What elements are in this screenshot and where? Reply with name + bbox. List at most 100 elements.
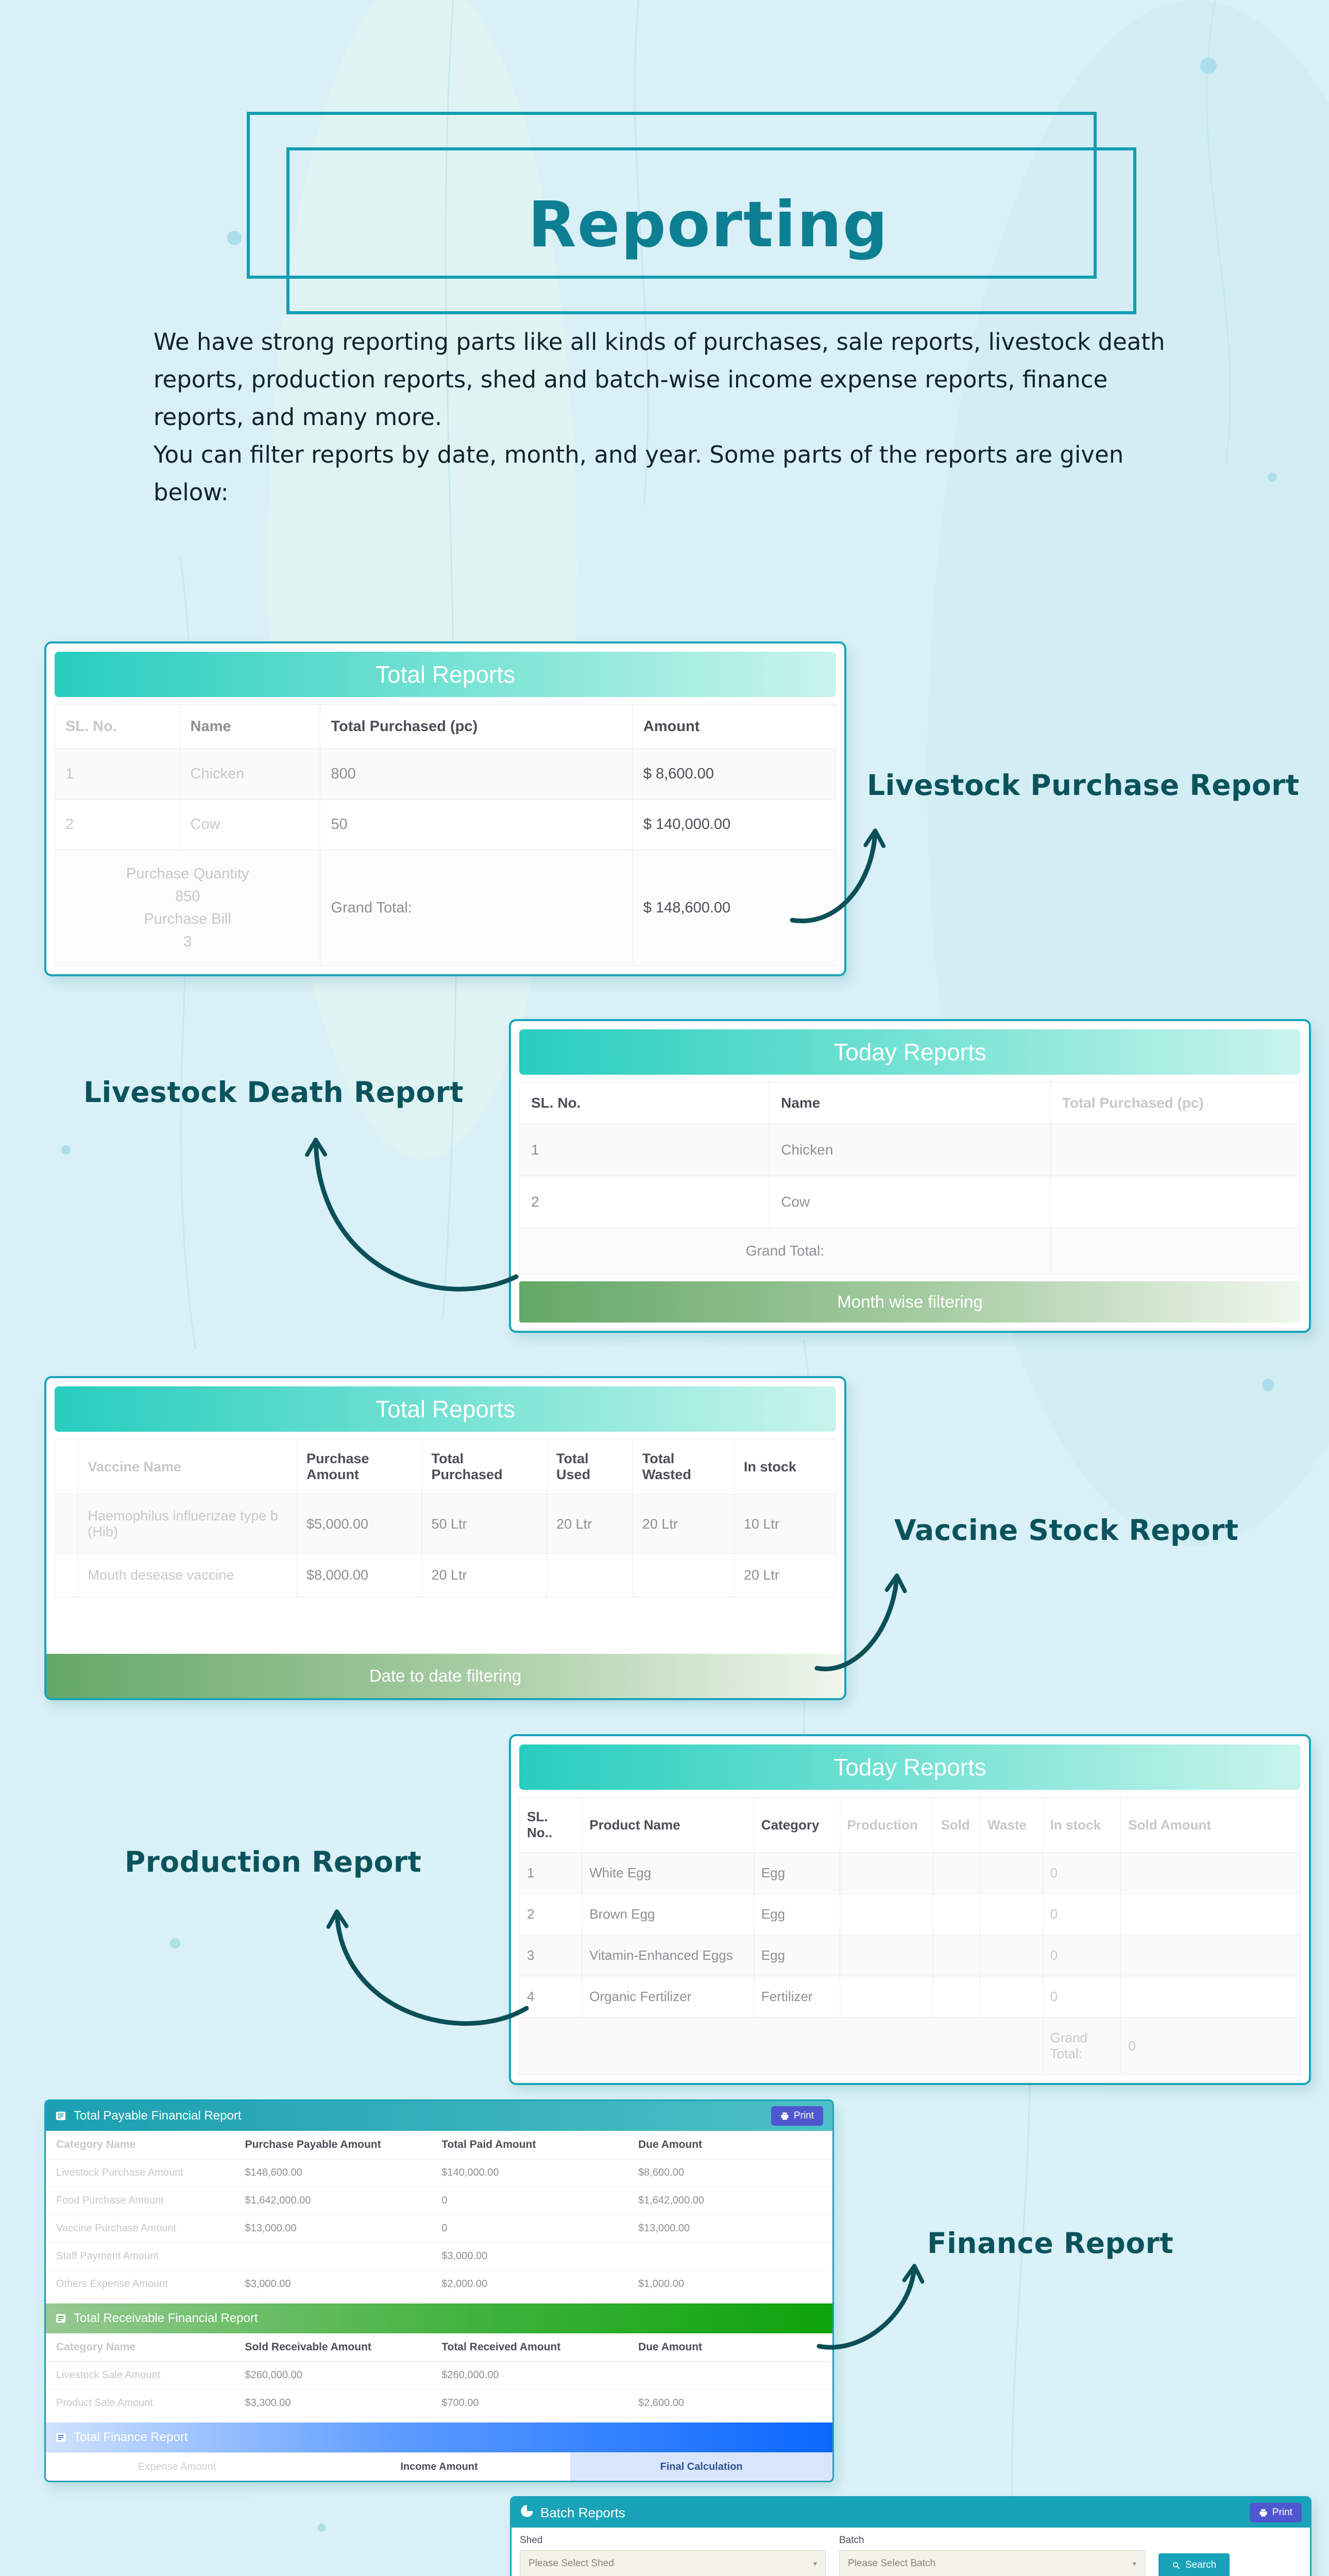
table-cell — [1120, 1852, 1301, 1894]
table-cell: 50 Ltr — [421, 1494, 548, 1554]
batch-filter-label: Batch — [839, 2535, 864, 2546]
table-cell: White Egg — [582, 1852, 754, 1894]
data-table: Vaccine Name Purchase Amount Total Purchas… — [54, 1439, 837, 1597]
report-icon — [55, 2313, 66, 2324]
print-button[interactable]: Print — [1249, 2503, 1302, 2522]
vaccine-stock-report-panel: Total Reports Vaccine Name Purchase Amoun… — [44, 1376, 846, 1700]
table-cell: $1,000.00 — [627, 2270, 832, 2298]
table-cell: Livestock Sale Amount — [46, 2361, 235, 2389]
table-cell — [980, 1893, 1043, 1935]
column-header: Sold Amount — [1120, 1797, 1301, 1853]
column-header: In stock — [1042, 1797, 1121, 1853]
table-cell — [547, 1553, 633, 1597]
date-filter-bar: Date to date filtering — [46, 1654, 844, 1698]
header-row: SL. No. Name Total Purchased (pc) — [519, 1082, 1301, 1124]
column-header: In stock — [734, 1439, 837, 1495]
table-cell: 1 — [519, 1852, 583, 1894]
data-table: SL. No. Name Total Purchased (pc) 1 Chicken 2… — [519, 1082, 1301, 1274]
table-cell — [1050, 1176, 1301, 1228]
column-header: SL. No.. — [519, 1797, 583, 1853]
table-row: Vaccine Purchase Amount $13,000.00 0 $13,00… — [46, 2214, 832, 2243]
table-cell — [980, 1935, 1043, 1976]
table-cell: 0 — [1042, 1852, 1121, 1894]
column-header: Category Name — [46, 2333, 235, 2362]
table-cell — [54, 1494, 79, 1554]
header-row: Vaccine Name Purchase Amount Total Purchas… — [54, 1439, 837, 1495]
table-cell: Egg — [753, 1893, 840, 1935]
table-cell: Vitamin-Enhanced Eggs — [582, 1935, 754, 1976]
table-cell: Grand Total: — [1042, 2017, 1121, 2075]
column-header: SL. No. — [519, 1082, 770, 1124]
column-header: Sold — [933, 1797, 981, 1853]
table-cell: 20 Ltr — [734, 1553, 837, 1597]
table-cell: $148,600.00 — [234, 2159, 432, 2187]
table-cell: Brown Egg — [582, 1893, 754, 1935]
page-title-frame: Reporting — [247, 112, 1136, 314]
table-row: 1 Chicken 800 $ 8,600.00 — [55, 749, 837, 800]
table-cell: $3,000.00 — [431, 2242, 628, 2270]
column-header: Sold Receivable Amount — [234, 2333, 432, 2362]
table-cell — [1120, 1935, 1301, 1976]
shed-select[interactable]: Please Select Shed ▾ — [520, 2550, 826, 2576]
table-cell: 10 Ltr — [734, 1494, 837, 1554]
table-cell: Chicken — [179, 749, 321, 800]
table-cell: Organic Fertilizer — [582, 1976, 754, 2018]
table-cell: 2 — [519, 1893, 583, 1935]
livestock-purchase-report-panel: Total Reports SL. No. Name Total Purchased… — [44, 641, 846, 976]
table-cell: $2,000.00 — [431, 2270, 628, 2298]
table-row: 2 Brown Egg Egg 0 — [519, 1893, 1301, 1935]
table-row: 2 Cow — [519, 1176, 1301, 1228]
table-cell: Food Purchase Amount — [46, 2187, 235, 2215]
table-cell — [839, 1852, 934, 1894]
batch-reports-header: Batch Reports Print — [512, 2498, 1310, 2528]
report-header: Today Reports — [519, 1744, 1301, 1790]
table-cell: $3,300.00 — [234, 2389, 432, 2417]
table-cell: $700.00 — [431, 2389, 628, 2417]
column-header — [54, 1439, 79, 1495]
table-cell: $1,642,000.00 — [627, 2187, 832, 2215]
table-cell — [933, 1893, 981, 1935]
search-icon — [1172, 2562, 1180, 2569]
title-border-inner — [286, 147, 1136, 314]
column-header: Due Amount — [627, 2333, 832, 2362]
total-row: Purchase Quantity 850 Purchase Bill 3 Grand … — [54, 850, 837, 966]
table-cell: Egg — [753, 1935, 840, 1976]
table-cell: 20 Ltr — [632, 1494, 735, 1554]
table-cell: 0 — [1042, 1976, 1121, 2018]
table-cell — [1120, 1976, 1301, 2018]
table-cell: 1 — [55, 749, 180, 800]
table-cell: Chicken — [769, 1124, 1051, 1176]
table-cell: Product Sale Amount — [46, 2389, 235, 2417]
tab-income-amount[interactable]: Income Amount — [400, 2461, 478, 2472]
table-cell: Cow — [179, 799, 321, 850]
search-button[interactable]: Search — [1158, 2553, 1230, 2576]
table-cell: Vaccine Purchase Amount — [46, 2214, 235, 2243]
report-icon — [55, 2432, 66, 2443]
print-button[interactable]: Print — [771, 2106, 823, 2126]
report-icon — [55, 2110, 66, 2122]
table-cell: 2 — [55, 799, 180, 850]
title-border-outer — [247, 112, 1097, 279]
label-vaccine-stock-report: Vaccine Stock Report — [894, 1514, 1239, 1547]
table-cell: 1 — [519, 1124, 770, 1176]
table-row: 1 Chicken — [519, 1124, 1301, 1176]
column-header: Amount — [632, 704, 837, 749]
column-header: Total Received Amount — [431, 2333, 628, 2362]
column-header: Product Name — [582, 1797, 754, 1853]
tab-final-calculation[interactable]: Final Calculation — [570, 2453, 832, 2481]
payable-table: Category Name Purchase Payable Amount Tota… — [46, 2131, 832, 2298]
batch-select[interactable]: Please Select Batch ▾ — [839, 2550, 1145, 2576]
column-header: Total Purchased (pc) — [320, 704, 633, 749]
table-cell: 20 Ltr — [547, 1494, 633, 1554]
table-row: 1 White Egg Egg 0 — [519, 1852, 1301, 1894]
table-cell: 2 — [519, 1176, 770, 1228]
table-cell: $13,000.00 — [234, 2214, 432, 2243]
table-cell: $ 148,600.00 — [632, 850, 837, 966]
column-header: Total Used — [547, 1439, 633, 1495]
table-cell: 4 — [519, 1976, 583, 2018]
table-row: Livestock Purchase Amount $148,600.00 $140… — [46, 2159, 832, 2187]
table-row: 4 Organic Fertilizer Fertilizer 0 — [519, 1976, 1301, 2018]
tab-expense-amount[interactable]: Expense Amount — [138, 2461, 216, 2472]
batch-reports-panel: Batch Reports Print Shed Please Select S… — [510, 2496, 1311, 2576]
